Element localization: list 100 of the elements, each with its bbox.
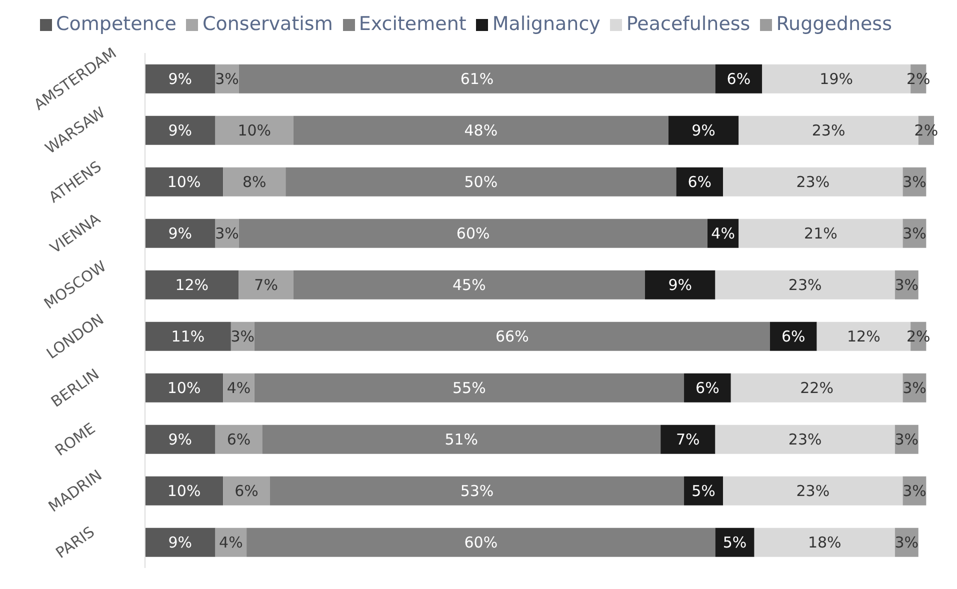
- data-label: 6%: [226, 430, 251, 449]
- data-label: 6%: [234, 482, 258, 500]
- data-label: 53%: [460, 482, 494, 500]
- data-label: 23%: [796, 173, 830, 192]
- bar: [715, 64, 762, 94]
- legend-label: Excitement: [358, 13, 466, 35]
- data-label: 19%: [820, 70, 854, 88]
- bar: [215, 424, 262, 454]
- data-label: 9%: [168, 224, 192, 243]
- data-label: 10%: [167, 482, 201, 500]
- bar: [293, 270, 645, 300]
- data-label: 23%: [812, 122, 846, 140]
- data-label: 7%: [254, 276, 278, 294]
- bar: [238, 270, 294, 300]
- bar: [684, 476, 724, 506]
- data-label: 10%: [238, 122, 272, 140]
- data-label: 3%: [902, 173, 926, 192]
- data-label: 8%: [242, 173, 266, 192]
- data-label: 9%: [168, 534, 192, 552]
- bar: [145, 528, 216, 557]
- legend-label: Conservatism: [202, 13, 333, 35]
- bar: [770, 322, 817, 351]
- bar: [238, 218, 708, 248]
- data-label: 60%: [464, 534, 498, 552]
- bar: [145, 116, 216, 145]
- bar: [715, 424, 895, 454]
- bar: [676, 167, 724, 196]
- data-label: 45%: [452, 276, 486, 294]
- bar: [145, 218, 216, 248]
- data-label: 50%: [464, 173, 498, 192]
- data-label: 23%: [788, 276, 822, 294]
- legend-label: Competence: [56, 13, 176, 35]
- bar: [644, 270, 716, 300]
- bar: [715, 270, 895, 300]
- bar: [660, 424, 716, 454]
- data-label: 6%: [726, 70, 751, 88]
- data-label: 3%: [230, 328, 255, 346]
- data-label: 6%: [781, 328, 806, 346]
- data-label: 3%: [902, 224, 926, 243]
- bar: [270, 476, 684, 506]
- data-label: 3%: [902, 482, 926, 500]
- data-label: 51%: [444, 430, 478, 449]
- bar: [254, 373, 684, 402]
- bar: [145, 167, 224, 196]
- data-label: 3%: [894, 534, 919, 552]
- data-label: 55%: [452, 379, 486, 398]
- data-label: 3%: [902, 379, 926, 398]
- legend-label: Ruggedness: [776, 13, 892, 35]
- data-label: 60%: [456, 224, 490, 243]
- data-label: 22%: [800, 379, 834, 398]
- bar: [215, 116, 294, 145]
- data-label: 12%: [847, 328, 880, 346]
- data-label: 61%: [460, 70, 494, 88]
- legend-label: Peacefulness: [626, 13, 750, 35]
- data-label: 4%: [219, 534, 243, 552]
- data-label: 3%: [215, 224, 239, 243]
- bar: [754, 528, 895, 557]
- data-label: 48%: [464, 122, 498, 140]
- data-label: 9%: [168, 430, 192, 449]
- data-label: 5%: [722, 534, 747, 552]
- data-label: 66%: [495, 328, 529, 346]
- data-label: 4%: [226, 379, 251, 398]
- bar: [293, 116, 668, 145]
- data-label: 3%: [894, 430, 919, 449]
- data-label: 10%: [167, 173, 201, 192]
- data-label: 10%: [167, 379, 201, 398]
- bar: [246, 528, 716, 557]
- bar: [286, 167, 676, 196]
- data-label: 9%: [692, 122, 716, 140]
- bar: [145, 322, 231, 351]
- bar: [145, 270, 239, 300]
- bar: [723, 476, 903, 506]
- data-label: 6%: [696, 379, 720, 398]
- bar: [715, 528, 754, 557]
- data-label: 9%: [168, 70, 192, 88]
- data-label: 6%: [688, 173, 712, 192]
- data-label: 5%: [692, 482, 716, 500]
- bar: [145, 64, 216, 94]
- bar: [668, 116, 739, 145]
- data-label: 12%: [175, 276, 209, 294]
- data-label: 9%: [668, 276, 692, 294]
- bar: [145, 373, 224, 402]
- data-label: 9%: [168, 122, 192, 140]
- data-label: 7%: [676, 430, 700, 449]
- bar: [262, 424, 661, 454]
- bar: [238, 64, 716, 94]
- bar: [223, 167, 286, 196]
- bar: [730, 373, 903, 402]
- bar: [145, 424, 216, 454]
- bar: [723, 167, 903, 196]
- data-label: 23%: [788, 430, 822, 449]
- bar: [684, 373, 731, 402]
- data-label: 3%: [894, 276, 919, 294]
- data-label: 18%: [808, 534, 842, 552]
- data-label: 21%: [804, 224, 838, 243]
- bar: [254, 322, 770, 351]
- data-label: 11%: [171, 328, 205, 346]
- data-label: 23%: [796, 482, 830, 500]
- data-label: 4%: [711, 224, 735, 243]
- legend-label: Malignancy: [492, 13, 600, 35]
